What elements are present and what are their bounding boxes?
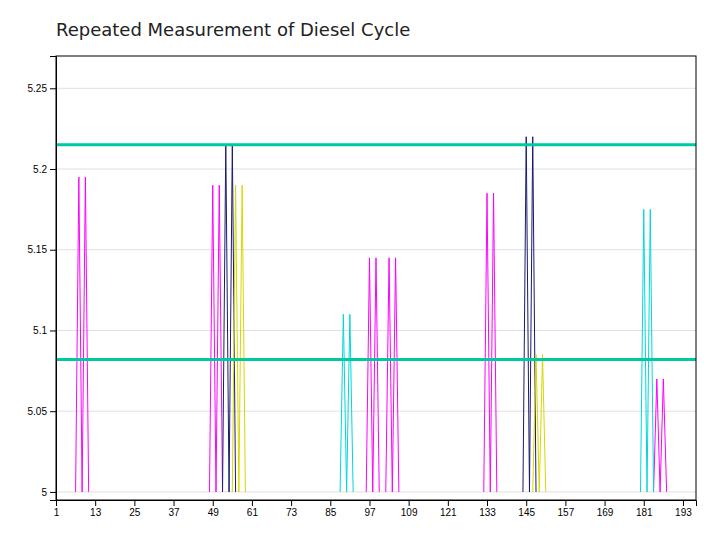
tick-mark (448, 500, 449, 506)
tick-label: 5.1 (33, 325, 47, 336)
tick: 25 (129, 500, 141, 518)
tick-label: 49 (208, 507, 220, 518)
tick-label: 193 (675, 507, 692, 518)
x-axis: 1 13 25 37 49 61 73 85 97 109 121 133 145 157 169 181 19… (54, 500, 697, 518)
tick-label: 13 (90, 507, 102, 518)
tick-mark (50, 330, 56, 331)
spike-line (232, 185, 545, 492)
tick: 5 (41, 487, 56, 498)
tick-mark (644, 500, 645, 506)
tick-label: 73 (286, 507, 298, 518)
tick-mark (174, 500, 175, 506)
chart: 1 13 25 37 49 61 73 85 97 109 121 133 145 157 169 181 19… (0, 0, 720, 540)
grid-line (56, 88, 696, 89)
reference-line (56, 358, 696, 361)
tick-label: 181 (636, 507, 653, 518)
tick-label: 61 (247, 507, 259, 518)
spike-line (223, 137, 536, 492)
tick-mark (50, 411, 56, 412)
spike-line (76, 177, 667, 492)
plot: 1 13 25 37 49 61 73 85 97 109 121 133 145 157 169 181 19… (28, 56, 697, 518)
tick: 73 (286, 500, 298, 518)
tick-label: 1 (54, 507, 60, 518)
tick-label: 5.05 (28, 406, 48, 417)
tick-mark (409, 500, 410, 506)
tick-mark (369, 500, 370, 506)
tick-mark (487, 500, 488, 506)
axis-line (57, 501, 697, 507)
tick-mark (252, 500, 253, 506)
axis-line (50, 57, 57, 501)
tick: 49 (208, 500, 220, 518)
tick-label: 169 (597, 507, 614, 518)
tick-mark (50, 88, 56, 89)
tick-label: 5.15 (28, 244, 48, 255)
tick-mark (213, 500, 214, 506)
tick-mark (330, 500, 331, 506)
tick-mark (50, 169, 56, 170)
tick: 145 (518, 500, 535, 518)
grid-line (56, 491, 696, 492)
tick: 85 (325, 500, 337, 518)
tick-label: 25 (129, 507, 141, 518)
tick-label: 5.2 (33, 164, 47, 175)
grid (56, 88, 696, 492)
tick: 169 (597, 500, 614, 518)
plot-frame (56, 56, 696, 500)
tick-label: 145 (518, 507, 535, 518)
grid-line (56, 330, 696, 331)
tick: 97 (364, 500, 376, 518)
tick-label: 97 (364, 507, 376, 518)
tick: 5.2 (33, 164, 56, 175)
grid-line (56, 249, 696, 250)
tick-mark (683, 500, 684, 506)
tick: 61 (247, 500, 259, 518)
tick-label: 157 (558, 507, 575, 518)
tick-mark (605, 500, 606, 506)
spike-line (340, 209, 653, 492)
tick: 5.25 (28, 83, 56, 94)
tick-label: 5 (41, 487, 47, 498)
tick: 181 (636, 500, 653, 518)
tick: 121 (440, 500, 457, 518)
tick: 193 (675, 500, 692, 518)
tick-label: 133 (479, 507, 496, 518)
marks (56, 137, 696, 492)
tick-mark (95, 500, 96, 506)
reference-line (56, 143, 696, 146)
tick-label: 37 (168, 507, 180, 518)
tick-mark (50, 492, 56, 493)
tick-label: 5.25 (28, 83, 48, 94)
tick-mark (526, 500, 527, 506)
tick: 157 (558, 500, 575, 518)
title: Repeated Measurement of Diesel Cycle (56, 19, 410, 40)
tick-label: 121 (440, 507, 457, 518)
tick-mark (565, 500, 566, 506)
grid-line (56, 169, 696, 170)
y-axis: 5 5.05 5.1 5.15 5.2 5.25 (28, 57, 57, 501)
tick-mark (50, 250, 56, 251)
tick: 133 (479, 500, 496, 518)
tick: 5.05 (28, 406, 56, 417)
tick: 109 (401, 500, 418, 518)
grid-line (56, 411, 696, 412)
tick: 13 (90, 500, 102, 518)
tick: 5.1 (33, 325, 56, 336)
tick: 5.15 (28, 244, 56, 255)
tick-label: 109 (401, 507, 418, 518)
tick-mark (291, 500, 292, 506)
tick-mark (134, 500, 135, 506)
tick: 37 (168, 500, 180, 518)
tick-label: 85 (325, 507, 337, 518)
tick: 1 (54, 500, 60, 518)
